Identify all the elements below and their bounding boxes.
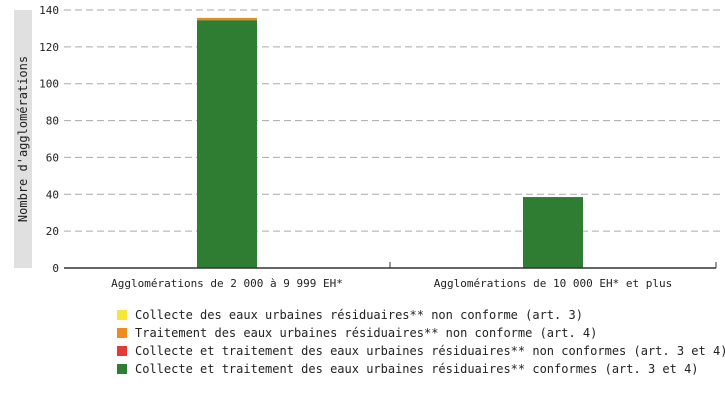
x-tick-marks <box>389 262 717 268</box>
category-label: Agglomérations de 10 000 EH* et plus <box>434 277 672 290</box>
bars <box>197 17 583 269</box>
legend-item: Collecte et traitement des eaux urbaines… <box>117 342 725 360</box>
legend-label: Collecte des eaux urbaines résiduaires**… <box>135 308 583 322</box>
legend-item: Collecte des eaux urbaines résiduaires**… <box>117 306 725 324</box>
y-tick-label: 0 <box>52 262 59 275</box>
legend-label: Collecte et traitement des eaux urbaines… <box>135 362 699 376</box>
legend-label: Traitement des eaux urbaines résiduaires… <box>135 326 598 340</box>
bar-segment <box>523 197 583 268</box>
legend-swatch <box>117 364 127 374</box>
y-tick-label: 20 <box>46 225 59 238</box>
grid-lines <box>64 9 724 232</box>
bar-segment <box>197 17 257 21</box>
category-labels: Agglomérations de 2 000 à 9 999 EH* Agglo… <box>111 277 672 290</box>
legend-swatch <box>117 310 127 320</box>
legend-label: Collecte et traitement des eaux urbaines… <box>135 344 725 358</box>
y-tick-label: 80 <box>46 115 59 128</box>
legend-swatch <box>117 328 127 338</box>
y-tick-label: 140 <box>39 4 59 17</box>
y-axis-label: Nombre d'agglomérations <box>16 56 30 222</box>
legend-swatch <box>117 346 127 356</box>
category-label: Agglomérations de 2 000 à 9 999 EH* <box>111 277 343 290</box>
y-tick-label: 100 <box>39 78 59 91</box>
bar-segment <box>197 20 257 269</box>
y-tick-label: 40 <box>46 188 59 201</box>
legend-item: Traitement des eaux urbaines résiduaires… <box>117 324 725 342</box>
ylabel-box <box>14 10 32 268</box>
legend: Collecte des eaux urbaines résiduaires**… <box>117 306 725 378</box>
y-tick-label: 60 <box>46 151 59 164</box>
y-tick-label: 120 <box>39 41 59 54</box>
y-tick-labels: 0 20 40 60 80 100 120 140 <box>39 4 59 275</box>
legend-item: Collecte et traitement des eaux urbaines… <box>117 360 725 378</box>
